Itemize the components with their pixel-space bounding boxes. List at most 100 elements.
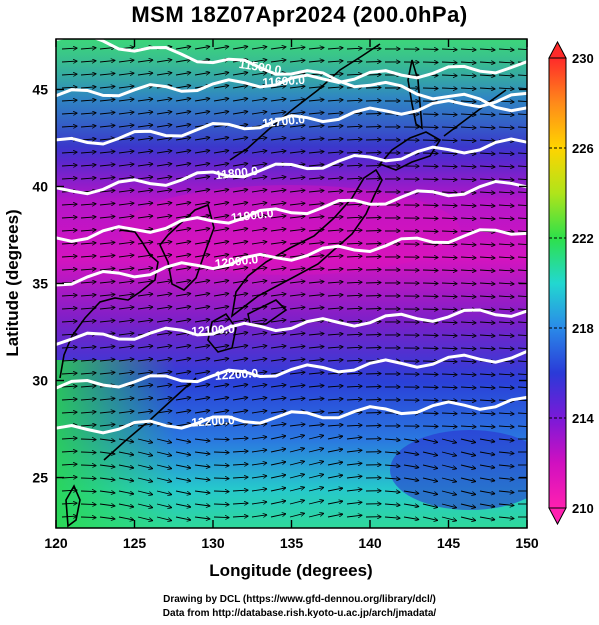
wind-arrow [251, 320, 267, 322]
wind-arrow [118, 359, 134, 361]
wind-arrow [137, 190, 153, 192]
wind-arrow [289, 448, 305, 453]
wind-arrow [251, 463, 267, 465]
wind-arrow [365, 270, 381, 271]
wind-arrow [498, 348, 514, 349]
wind-arrow [232, 229, 248, 232]
wind-arrow [384, 491, 400, 492]
wind-arrow [213, 333, 229, 336]
wind-arrow [175, 424, 191, 427]
wind-arrow [118, 503, 134, 507]
wind-arrow [61, 48, 77, 49]
wind-arrow [270, 333, 286, 335]
wind-arrow [498, 517, 514, 519]
wind-arrow [479, 477, 495, 481]
wind-arrow [517, 373, 527, 376]
wind-arrow [99, 424, 115, 426]
wind-arrow [251, 489, 267, 491]
wind-arrow [327, 436, 343, 440]
wind-arrow [99, 47, 115, 49]
height-contour [56, 60, 527, 98]
wind-arrow [251, 190, 267, 192]
wind-arrow [422, 400, 438, 401]
wind-arrow [213, 424, 229, 427]
contour-label: 11500.0 [238, 57, 283, 77]
wind-arrow [289, 474, 305, 479]
wind-arrow [384, 504, 400, 505]
wind-arrow [422, 426, 438, 427]
wind-arrow [251, 398, 267, 400]
x-tick-label: 125 [123, 535, 147, 551]
wind-arrow [232, 424, 248, 427]
wind-arrow [346, 217, 362, 218]
wind-arrow [137, 151, 153, 153]
wind-arrow [441, 516, 457, 521]
height-contour [56, 350, 527, 390]
wind-arrow [327, 48, 343, 49]
wind-arrow [175, 346, 191, 349]
wind-arrow [460, 426, 476, 427]
wind-arrow [289, 99, 305, 101]
wind-arrow [99, 268, 115, 270]
wind-arrow [441, 361, 457, 362]
wind-arrow [498, 309, 514, 310]
wind-arrow [175, 451, 191, 455]
wind-arrow [441, 75, 457, 76]
wind-arrow [327, 61, 343, 62]
wind-arrow [251, 281, 267, 283]
wind-arrow [194, 439, 210, 441]
wind-arrow [441, 244, 457, 245]
wind-arrow [327, 113, 343, 114]
wind-arrow [346, 152, 362, 153]
height-contour [56, 39, 527, 113]
wind-arrow [99, 203, 115, 205]
wind-arrow [61, 230, 77, 231]
wind-arrow [270, 359, 286, 361]
wind-arrow [346, 437, 362, 439]
wind-arrow [422, 335, 438, 336]
wind-arrow [346, 295, 362, 296]
wind-arrow [194, 411, 210, 414]
wind-arrow [327, 425, 343, 426]
wind-arrow [232, 346, 248, 349]
wind-arrow [118, 203, 134, 205]
wind-arrow [460, 400, 476, 401]
wind-arrow [80, 491, 96, 492]
wind-arrow [251, 424, 267, 426]
wind-arrow [61, 347, 77, 348]
wind-arrow [422, 387, 438, 388]
wind-arrow [327, 178, 343, 179]
wind-arrow [308, 269, 324, 271]
wind-arrow [99, 99, 115, 101]
wind-arrow [270, 216, 286, 218]
wind-arrow [232, 490, 248, 491]
x-tick-label: 135 [280, 535, 304, 551]
wind-arrow [194, 99, 210, 102]
wind-arrow [441, 192, 457, 193]
wind-arrow [61, 61, 77, 62]
wind-arrow [479, 75, 495, 76]
wind-arrow [118, 294, 134, 296]
wind-arrow [137, 281, 153, 283]
wind-arrow [327, 282, 343, 283]
wind-arrow [99, 346, 115, 348]
wind-arrow [479, 153, 495, 154]
wind-arrow [80, 373, 96, 374]
wind-arrow [384, 478, 400, 479]
wind-arrow [365, 374, 381, 375]
wind-arrow [194, 478, 210, 480]
wind-arrow [156, 138, 172, 140]
wind-arrow [251, 333, 267, 335]
wind-arrow [346, 256, 362, 257]
wind-arrow [194, 372, 210, 375]
wind-arrow [118, 398, 134, 400]
wind-arrow [194, 281, 210, 284]
wind-arrow [194, 255, 210, 258]
wind-arrow [289, 229, 305, 231]
wind-arrow [270, 268, 286, 270]
wind-arrow [441, 49, 457, 50]
wind-arrow [137, 451, 153, 456]
wind-arrow [479, 140, 495, 141]
wind-arrow [289, 86, 305, 88]
wind-arrow [346, 463, 362, 465]
